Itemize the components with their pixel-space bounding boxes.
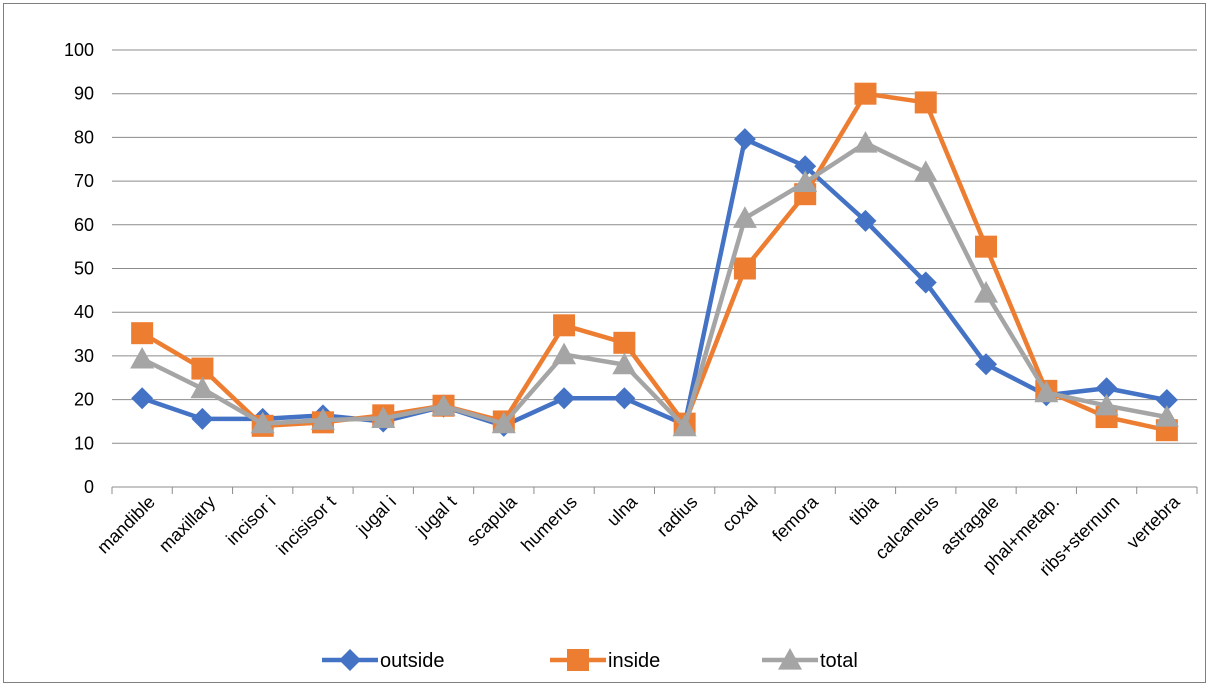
gridlines (112, 49, 1197, 444)
line-chart: 0 10 20 30 40 50 60 70 80 90 100 mandiblemaxillary… (64, 40, 1198, 672)
series-outside (131, 128, 1178, 437)
data-point (913, 160, 938, 182)
y-tick-labels: 0 10 20 30 40 50 60 70 80 90 100 (64, 40, 94, 497)
data-point (339, 649, 361, 671)
data-point (553, 387, 576, 410)
y-tick-label: 0 (84, 477, 94, 497)
y-tick-label: 40 (74, 302, 94, 322)
data-point (1095, 377, 1118, 400)
data-point (975, 235, 998, 258)
data-point (552, 342, 577, 365)
legend-label: inside (608, 650, 660, 672)
data-point (794, 155, 817, 178)
data-point (975, 353, 998, 376)
data-point (613, 331, 636, 354)
data-point (974, 280, 999, 303)
x-tick-label: radius (653, 492, 702, 541)
data-point (612, 352, 637, 375)
data-point (191, 407, 214, 430)
x-tick-label: maxillary (155, 492, 219, 556)
series-line (141, 140, 1168, 429)
data-point (567, 649, 589, 671)
data-point (371, 406, 396, 428)
data-point (733, 257, 756, 280)
axes (111, 486, 1198, 494)
data-point (130, 346, 155, 369)
data-point (1034, 380, 1059, 403)
data-point (250, 411, 275, 434)
x-tick-label: humerus (517, 492, 581, 556)
chart-frame: 0 10 20 30 40 50 60 70 80 90 100 mandible maxillary… (3, 3, 1206, 683)
data-point (778, 648, 802, 670)
data-point (1155, 389, 1178, 412)
x-tick-label: scapula (463, 491, 522, 550)
data-point (310, 408, 335, 430)
data-point (191, 357, 214, 380)
x-tick-label: ulna (603, 491, 642, 530)
x-tick-label: jugal t (412, 492, 461, 541)
data-point (853, 131, 878, 153)
x-tick-label: femora (768, 491, 822, 545)
y-tick-label: 100 (64, 40, 94, 60)
x-tick-label: incisor i (222, 492, 279, 549)
series-inside (131, 82, 1178, 442)
y-tick-label: 20 (74, 390, 94, 410)
y-tick-label: 70 (74, 171, 94, 191)
data-point (914, 271, 937, 294)
x-tick-label: jugal i (352, 492, 400, 540)
data-point (553, 314, 576, 337)
x-tick-label: vertebra (1123, 491, 1185, 553)
y-tick-label: 50 (74, 259, 94, 279)
data-point (190, 376, 215, 399)
data-point (491, 411, 516, 434)
y-tick-label: 90 (74, 84, 94, 104)
data-point (854, 209, 877, 232)
data-point (854, 82, 877, 105)
y-tick-label: 60 (74, 215, 94, 235)
data-point (672, 414, 697, 437)
y-tick-label: 10 (74, 433, 94, 453)
series-total (130, 131, 1179, 437)
legend-label: outside (380, 650, 445, 672)
legend-item-inside: inside (550, 649, 660, 672)
x-tick-label: incisisor t (273, 492, 340, 559)
data-point (131, 387, 154, 410)
legend-label: total (820, 650, 858, 672)
data-point (431, 394, 456, 416)
x-tick-label: coxal (718, 492, 762, 536)
legend-item-total: total (762, 648, 858, 672)
y-tick-label: 80 (74, 127, 94, 147)
x-tick-label: calcaneus (871, 492, 942, 563)
data-point (613, 387, 636, 410)
y-tick-label: 30 (74, 346, 94, 366)
legend-item-outside: outside (322, 649, 445, 672)
data-point (732, 206, 757, 228)
legend: outside inside total (322, 648, 858, 672)
series (130, 82, 1179, 442)
data-point (1154, 405, 1179, 427)
data-point (914, 91, 937, 114)
data-point (1094, 393, 1119, 416)
x-tick-label: mandible (93, 492, 159, 558)
x-tick-label: tibia (845, 491, 883, 529)
data-point (131, 322, 154, 345)
data-point (733, 128, 756, 151)
data-point (793, 170, 818, 193)
